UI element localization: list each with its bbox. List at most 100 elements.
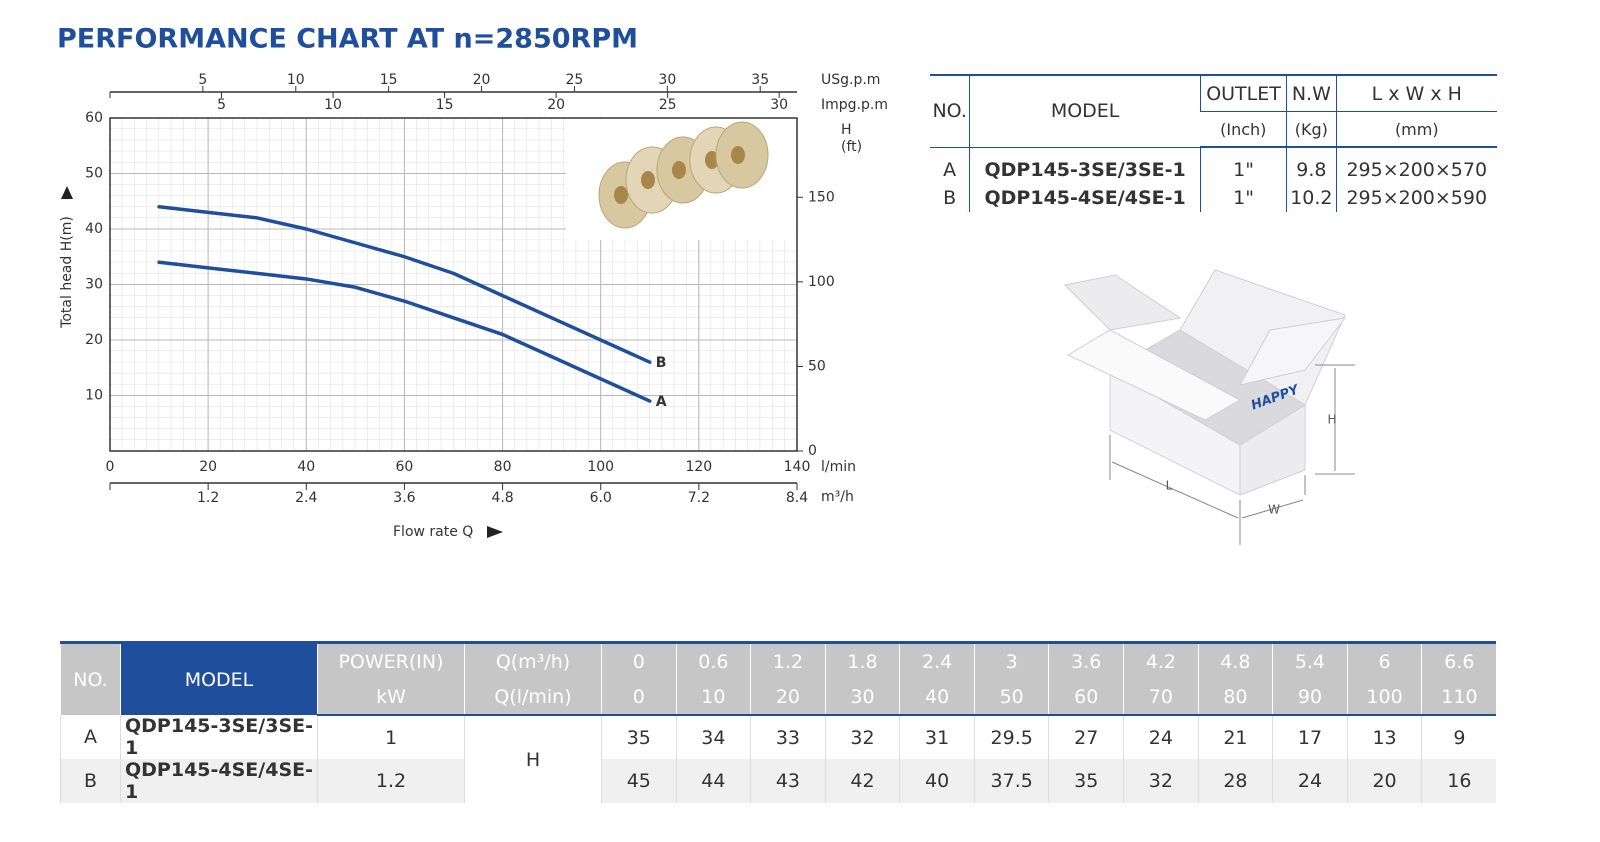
top-tick-label: 25 bbox=[659, 97, 677, 113]
x-tick-label: 20 bbox=[199, 459, 217, 475]
cell: H bbox=[464, 715, 602, 803]
x-tick-label: 80 bbox=[494, 459, 512, 475]
y-tick-label: 20 bbox=[85, 332, 103, 348]
header-cell: 4.2 bbox=[1123, 641, 1199, 679]
header-cell: 40 bbox=[899, 679, 975, 716]
cell: 32 bbox=[1123, 759, 1199, 803]
cell: 29.5 bbox=[973, 715, 1049, 759]
x2-tick-label: 4.8 bbox=[491, 490, 513, 506]
cell: 295×200×570 bbox=[1335, 147, 1497, 184]
header-cell: 4.8 bbox=[1197, 641, 1273, 679]
x-tick-label: 40 bbox=[297, 459, 315, 475]
top-axis-title: Impg.p.m bbox=[821, 97, 888, 113]
header-cell: Q(m³/h) bbox=[464, 641, 602, 679]
header-cell: 0.6 bbox=[675, 641, 751, 679]
y-tick-label: 10 bbox=[85, 388, 103, 404]
top-tick-label: 15 bbox=[380, 72, 398, 88]
curve-label: A bbox=[656, 394, 667, 410]
impeller-hub bbox=[641, 171, 655, 189]
header-cell: 110 bbox=[1421, 679, 1497, 716]
header-cell: NO. bbox=[60, 641, 121, 715]
cell: 31 bbox=[899, 715, 975, 759]
cell: 17 bbox=[1272, 715, 1348, 759]
y-axis-title: Total head H(m) bbox=[59, 216, 75, 329]
cell: 37.5 bbox=[973, 759, 1049, 803]
cell: 21 bbox=[1197, 715, 1273, 759]
box-face bbox=[1239, 317, 1347, 386]
x-tick-label: 100 bbox=[587, 459, 614, 475]
top-tick-label: 30 bbox=[658, 72, 676, 88]
header-cell: NO. bbox=[930, 74, 970, 148]
top-tick-label: 30 bbox=[770, 97, 788, 113]
cell: 40 bbox=[899, 759, 975, 803]
top-tick-label: 15 bbox=[436, 97, 454, 113]
cell: B bbox=[943, 187, 957, 209]
cell: 16 bbox=[1421, 759, 1497, 803]
cell: 1 bbox=[317, 715, 465, 759]
x-tick-label: 140 bbox=[784, 459, 811, 475]
top-tick-label: 20 bbox=[473, 72, 491, 88]
x2-tick-label: 2.4 bbox=[295, 490, 317, 506]
header-cell: 90 bbox=[1272, 679, 1348, 716]
unit-cell: (Kg) bbox=[1286, 111, 1337, 148]
header-cell: POWER(IN) bbox=[317, 641, 465, 679]
cell: QDP145-3SE/3SE-1 bbox=[120, 715, 318, 759]
row: B QDP145-4SE/4SE-1 1.2 45 44 43 42 40 37.5 35 32 28… bbox=[60, 759, 1497, 803]
cell: 9 bbox=[1421, 715, 1497, 759]
cell: 20 bbox=[1346, 759, 1422, 803]
spec-table: NO. MODEL OUTLET N.W L x W x H (Inch) (Kg) (mm)… bbox=[930, 74, 1497, 212]
header-cell: 6.6 bbox=[1421, 641, 1497, 679]
x-arrow bbox=[487, 526, 503, 538]
cell: 33 bbox=[750, 715, 826, 759]
cell: 1" bbox=[1199, 147, 1287, 184]
header-cell: 2.4 bbox=[899, 641, 975, 679]
x2-tick-label: 1.2 bbox=[197, 490, 219, 506]
cell: 24 bbox=[1272, 759, 1348, 803]
x-tick-label: 0 bbox=[106, 459, 115, 475]
row: A QDP145-3SE/3SE-1 1" 9.8 295×200×570 bbox=[930, 147, 1497, 184]
header-cell: 3.6 bbox=[1048, 641, 1124, 679]
header-cell: 50 bbox=[973, 679, 1049, 716]
unit-row: (Inch) (Kg) (mm) bbox=[930, 111, 1497, 148]
cell: 35 bbox=[601, 715, 677, 759]
cell: A bbox=[60, 715, 121, 759]
chart-title: PERFORMANCE CHART AT n=2850RPM bbox=[57, 24, 638, 55]
dim-label: W bbox=[1268, 503, 1280, 517]
x2-unit: m³/h bbox=[821, 489, 854, 505]
cell: 9.8 bbox=[1286, 147, 1337, 184]
header-cell: 0 bbox=[601, 641, 677, 679]
y-tick-label: 30 bbox=[85, 277, 103, 293]
plot-frame bbox=[109, 117, 798, 452]
impeller-hub bbox=[731, 146, 745, 164]
top-tick-label: 5 bbox=[198, 72, 207, 88]
box-face bbox=[1066, 329, 1242, 421]
top-axis-title: USg.p.m bbox=[821, 72, 880, 88]
header-cell: 3 bbox=[973, 641, 1049, 679]
y2-tick-label: 50 bbox=[808, 358, 826, 374]
cell: QDP145-3SE/3SE-1 bbox=[969, 147, 1201, 184]
x2-tick-label: 6.0 bbox=[590, 490, 612, 506]
dim-line bbox=[1241, 499, 1304, 519]
cell: 24 bbox=[1123, 715, 1199, 759]
cell: 28 bbox=[1197, 759, 1273, 803]
cell: B bbox=[60, 759, 121, 803]
curve-label: B bbox=[656, 355, 667, 371]
curve bbox=[157, 205, 652, 364]
impeller-hub bbox=[672, 161, 686, 179]
curve bbox=[157, 260, 652, 403]
top-tick-label: 10 bbox=[287, 72, 305, 88]
header-row: NO. MODEL OUTLET N.W L x W x H bbox=[930, 74, 1497, 148]
x-unit: l/min bbox=[821, 459, 856, 475]
header-cell: MODEL bbox=[120, 641, 318, 715]
header-cell: 0 bbox=[601, 679, 677, 716]
x2-tick-label: 7.2 bbox=[688, 490, 710, 506]
cell: 295×200×590 bbox=[1335, 184, 1497, 212]
cell: QDP145-4SE/4SE-1 bbox=[120, 759, 318, 803]
header-cell: 20 bbox=[750, 679, 826, 716]
y-tick-label: 40 bbox=[85, 221, 103, 237]
header-cell: OUTLET bbox=[1199, 74, 1287, 112]
x-tick-label: 60 bbox=[396, 459, 414, 475]
top-tick-label: 5 bbox=[217, 97, 226, 113]
